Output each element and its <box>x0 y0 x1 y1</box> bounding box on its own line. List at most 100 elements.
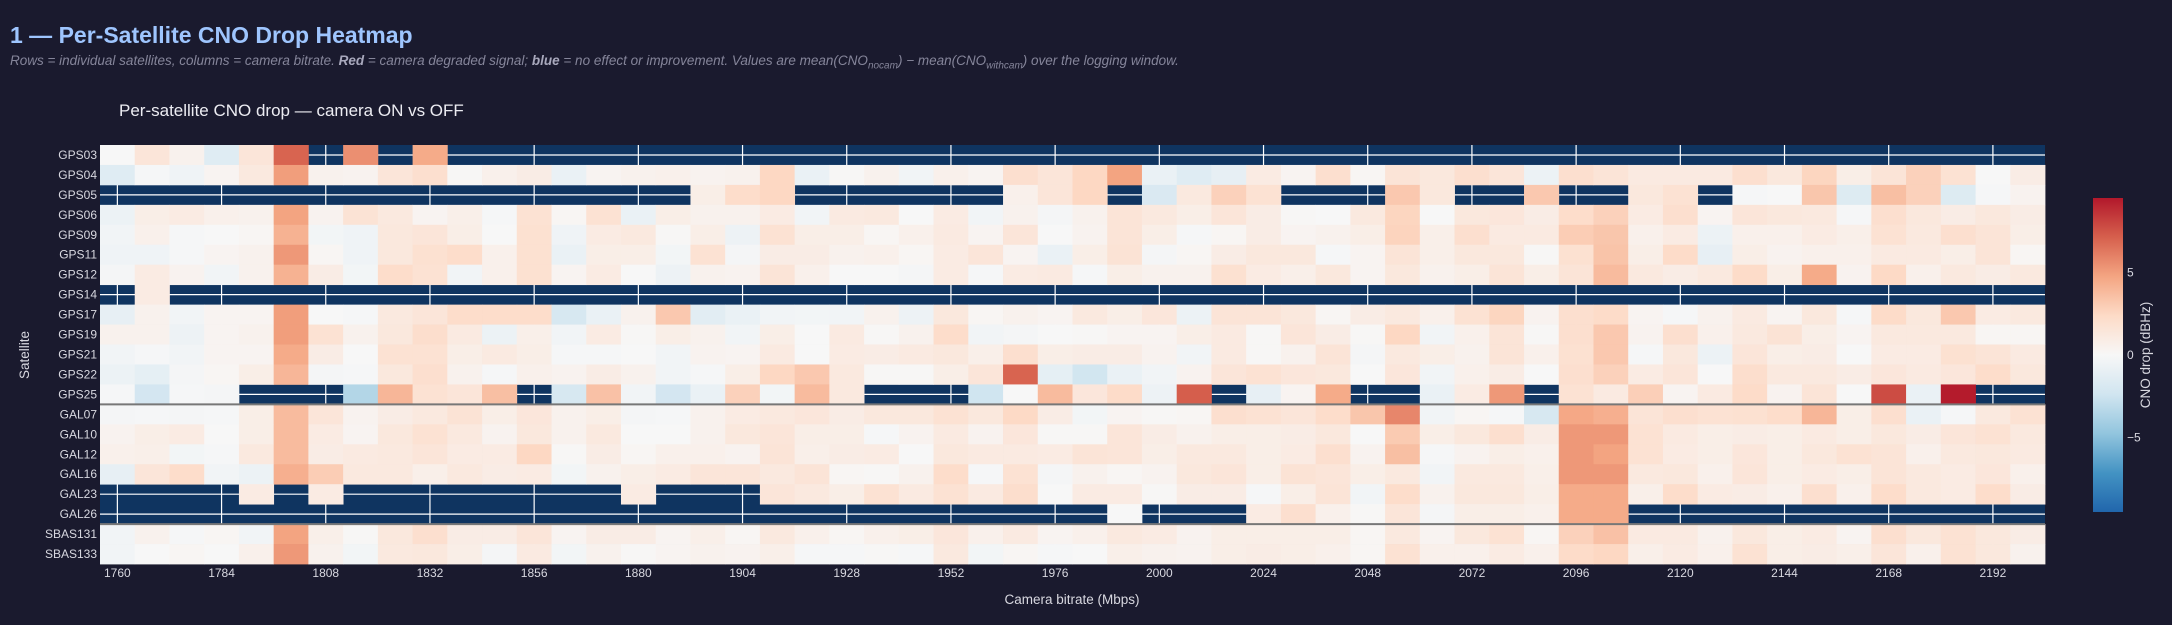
heatmap-cell[interactable] <box>1628 184 1664 206</box>
heatmap-cell[interactable] <box>1524 304 1560 325</box>
heatmap-cell[interactable] <box>482 464 518 485</box>
heatmap-cell[interactable] <box>690 304 726 325</box>
heatmap-cell[interactable] <box>794 424 830 445</box>
heatmap-cell[interactable] <box>1906 344 1942 365</box>
heatmap-cell[interactable] <box>1141 444 1178 465</box>
heatmap-cell[interactable] <box>308 484 344 505</box>
heatmap-cell[interactable] <box>1732 424 1768 445</box>
heatmap-cell[interactable] <box>377 204 413 226</box>
heatmap-cell[interactable] <box>1385 364 1421 385</box>
heatmap-cell[interactable] <box>1940 464 1976 485</box>
heatmap-cell[interactable] <box>273 404 309 425</box>
heatmap-cell[interactable] <box>1836 484 1872 505</box>
heatmap-cell[interactable] <box>1524 404 1560 425</box>
heatmap-cell[interactable] <box>1211 244 1247 266</box>
heatmap-cell[interactable] <box>1107 424 1143 445</box>
heatmap-cell[interactable] <box>1141 544 1178 565</box>
heatmap-cell[interactable] <box>1906 484 1942 505</box>
heatmap-cell[interactable] <box>1385 184 1421 206</box>
heatmap-cell[interactable] <box>1558 244 1594 266</box>
heatmap-cell[interactable] <box>1767 304 1803 325</box>
heatmap-cell[interactable] <box>1385 504 1421 525</box>
heatmap-cell[interactable] <box>1697 544 1733 565</box>
heatmap-cell[interactable] <box>1003 304 1039 325</box>
heatmap-cell[interactable] <box>482 324 518 345</box>
heatmap-cell[interactable] <box>1280 544 1317 565</box>
heatmap-cell[interactable] <box>1662 544 1699 565</box>
heatmap-cell[interactable] <box>933 444 969 465</box>
heatmap-cell[interactable] <box>655 364 691 385</box>
heatmap-cell[interactable] <box>1940 324 1976 345</box>
heatmap-cell[interactable] <box>1732 444 1768 465</box>
heatmap-cell[interactable] <box>1350 264 1386 286</box>
heatmap-cell[interactable] <box>933 424 969 445</box>
heatmap-cell[interactable] <box>1662 184 1699 206</box>
heatmap-cell[interactable] <box>273 344 309 365</box>
heatmap-cell[interactable] <box>1280 244 1317 266</box>
heatmap-cell[interactable] <box>134 145 170 166</box>
heatmap-cell[interactable] <box>1385 424 1421 445</box>
heatmap-cell[interactable] <box>1211 264 1247 286</box>
heatmap-cell[interactable] <box>1628 544 1664 565</box>
heatmap-cell[interactable] <box>238 444 275 465</box>
heatmap-cell[interactable] <box>898 364 934 385</box>
heatmap-cell[interactable] <box>794 544 830 565</box>
heatmap-cell[interactable] <box>1280 484 1317 505</box>
heatmap-cell[interactable] <box>1315 424 1351 445</box>
heatmap-cell[interactable] <box>308 264 344 286</box>
heatmap-cell[interactable] <box>516 524 552 545</box>
heatmap-cell[interactable] <box>1558 544 1594 565</box>
heatmap-cell[interactable] <box>1003 524 1039 545</box>
heatmap-cell[interactable] <box>1628 424 1664 445</box>
heatmap-cell[interactable] <box>308 204 344 226</box>
heatmap-cell[interactable] <box>273 364 309 385</box>
heatmap-cell[interactable] <box>100 204 136 226</box>
plot-area[interactable] <box>100 145 2046 565</box>
heatmap-cell[interactable] <box>1767 324 1803 345</box>
heatmap-cell[interactable] <box>1975 484 2011 505</box>
heatmap-cell[interactable] <box>1801 224 1837 246</box>
heatmap-cell[interactable] <box>2010 424 2046 445</box>
heatmap-cell[interactable] <box>1003 244 1039 266</box>
heatmap-cell[interactable] <box>551 524 587 545</box>
heatmap-cell[interactable] <box>655 244 691 266</box>
heatmap-cell[interactable] <box>1454 464 1490 485</box>
heatmap-cell[interactable] <box>1072 324 1108 345</box>
heatmap-cell[interactable] <box>412 264 448 286</box>
heatmap-cell[interactable] <box>1246 364 1282 385</box>
heatmap-cell[interactable] <box>1732 544 1768 565</box>
heatmap-cell[interactable] <box>1662 364 1699 385</box>
heatmap-cell[interactable] <box>1489 464 1525 485</box>
heatmap-cell[interactable] <box>377 244 413 266</box>
heatmap-cell[interactable] <box>412 224 448 246</box>
heatmap-cell[interactable] <box>343 164 379 186</box>
heatmap-cell[interactable] <box>169 244 205 266</box>
heatmap-cell[interactable] <box>412 544 448 565</box>
heatmap-cell[interactable] <box>482 524 518 545</box>
heatmap-cell[interactable] <box>447 404 483 425</box>
heatmap-cell[interactable] <box>1801 244 1837 266</box>
heatmap-cell[interactable] <box>586 224 622 246</box>
heatmap-cell[interactable] <box>1072 224 1108 246</box>
heatmap-cell[interactable] <box>1524 504 1560 525</box>
heatmap-cell[interactable] <box>620 364 657 385</box>
heatmap-cell[interactable] <box>1767 244 1803 266</box>
heatmap-cell[interactable] <box>1037 184 1073 206</box>
heatmap-cell[interactable] <box>1836 264 1872 286</box>
heatmap-cell[interactable] <box>1454 304 1490 325</box>
heatmap-cell[interactable] <box>586 524 622 545</box>
heatmap-cell[interactable] <box>1871 264 1907 286</box>
heatmap-cell[interactable] <box>586 544 622 565</box>
heatmap-cell[interactable] <box>134 324 170 345</box>
heatmap-cell[interactable] <box>1003 184 1039 206</box>
heatmap-cell[interactable] <box>725 524 761 545</box>
heatmap-cell[interactable] <box>1107 524 1143 545</box>
heatmap-cell[interactable] <box>1489 404 1525 425</box>
heatmap-cell[interactable] <box>204 444 240 465</box>
heatmap-cell[interactable] <box>1975 264 2011 286</box>
heatmap-cell[interactable] <box>1628 384 1664 405</box>
heatmap-cell[interactable] <box>100 444 136 465</box>
heatmap-cell[interactable] <box>864 444 900 465</box>
heatmap-cell[interactable] <box>412 145 448 166</box>
heatmap-cell[interactable] <box>1906 424 1942 445</box>
